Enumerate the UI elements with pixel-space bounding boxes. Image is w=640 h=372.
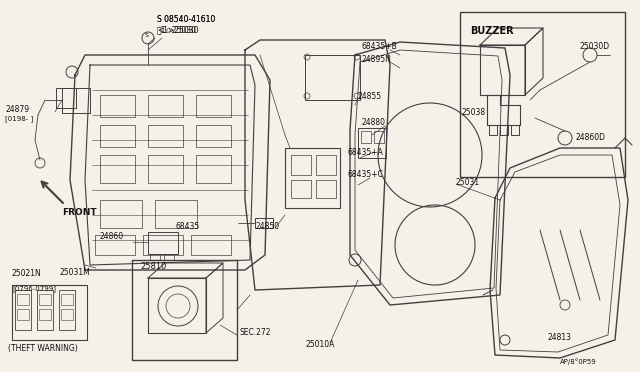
Text: 25030D: 25030D (580, 42, 610, 51)
Bar (100, 200, 142, 228)
Text: 25010A: 25010A (305, 340, 334, 349)
Text: 24850: 24850 (255, 222, 279, 231)
Text: 24895N: 24895N (362, 55, 392, 64)
Bar (150, 254, 160, 262)
Bar (196, 95, 231, 117)
Bar (143, 235, 183, 255)
Text: 25031: 25031 (455, 178, 479, 187)
Bar (39, 294, 51, 305)
Text: 68435+A: 68435+A (348, 148, 384, 157)
Text: [0796-0799]: [0796-0799] (12, 285, 56, 292)
Text: SEC.272: SEC.272 (240, 328, 271, 337)
Text: (THEFT WARNING): (THEFT WARNING) (8, 344, 77, 353)
Bar (56, 88, 76, 108)
Bar (12, 285, 87, 340)
Text: BUZZER: BUZZER (470, 26, 514, 36)
Bar (100, 125, 135, 147)
Bar (148, 125, 183, 147)
Bar (480, 45, 525, 95)
Text: AP/8°0P59: AP/8°0P59 (560, 358, 596, 365)
Bar (316, 180, 336, 198)
Bar (39, 309, 51, 320)
Bar (305, 55, 360, 100)
Bar (100, 95, 135, 117)
Text: 68435: 68435 (175, 222, 199, 231)
Text: <1>25030: <1>25030 (157, 26, 198, 35)
Bar (291, 180, 311, 198)
Text: 24813: 24813 (548, 333, 572, 342)
Bar (61, 294, 73, 305)
Text: S 08540-41610: S 08540-41610 (157, 15, 215, 24)
Bar (148, 278, 206, 333)
Bar (196, 155, 231, 183)
Bar (196, 125, 231, 147)
Bar (500, 125, 508, 135)
Bar (374, 131, 384, 143)
Bar (62, 88, 90, 113)
Bar (361, 131, 371, 143)
Bar (148, 95, 183, 117)
Text: 24860: 24860 (100, 232, 124, 241)
Text: 68435+B: 68435+B (362, 42, 397, 51)
Bar (489, 125, 497, 135)
Bar (15, 290, 31, 330)
Text: S 08540-41610: S 08540-41610 (157, 15, 215, 24)
Bar (460, 12, 625, 177)
Text: 25810: 25810 (140, 262, 166, 271)
Bar (132, 260, 237, 360)
Text: 25038: 25038 (462, 108, 486, 117)
Bar (164, 254, 174, 262)
Bar (285, 148, 340, 208)
Bar (316, 155, 336, 175)
Text: [0198- ]: [0198- ] (5, 115, 33, 122)
Bar (100, 155, 135, 183)
Text: 25021N: 25021N (12, 269, 42, 278)
Text: FRONT: FRONT (62, 208, 97, 217)
Bar (17, 309, 29, 320)
Text: ✨1✩25030: ✨1✩25030 (157, 25, 197, 34)
Bar (255, 218, 273, 228)
Bar (59, 290, 75, 330)
Bar (291, 155, 311, 175)
Bar (37, 290, 53, 330)
Bar (61, 309, 73, 320)
Text: S: S (145, 33, 149, 38)
Bar (155, 200, 197, 228)
Text: 68435+C: 68435+C (348, 170, 384, 179)
Bar (148, 232, 178, 254)
Text: 25031M: 25031M (60, 268, 91, 277)
Text: 24880: 24880 (362, 118, 386, 127)
Bar (148, 155, 183, 183)
Bar (358, 128, 386, 158)
Bar (95, 235, 135, 255)
Text: 24860D: 24860D (575, 133, 605, 142)
Bar (17, 294, 29, 305)
Bar (511, 125, 519, 135)
Bar (191, 235, 231, 255)
Text: 24855: 24855 (358, 92, 382, 101)
Text: 24879: 24879 (5, 105, 29, 114)
